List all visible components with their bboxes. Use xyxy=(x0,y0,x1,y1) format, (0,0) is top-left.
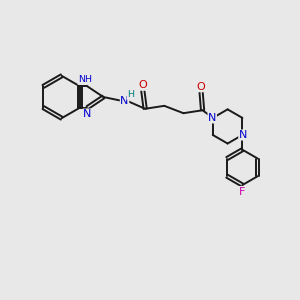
Text: F: F xyxy=(239,187,246,196)
Text: O: O xyxy=(197,82,206,92)
Text: NH: NH xyxy=(78,75,92,84)
Text: N: N xyxy=(83,109,92,119)
Text: H: H xyxy=(127,90,134,99)
Text: N: N xyxy=(208,113,216,123)
Text: O: O xyxy=(138,80,147,90)
Text: N: N xyxy=(239,130,247,140)
Text: N: N xyxy=(120,96,129,106)
